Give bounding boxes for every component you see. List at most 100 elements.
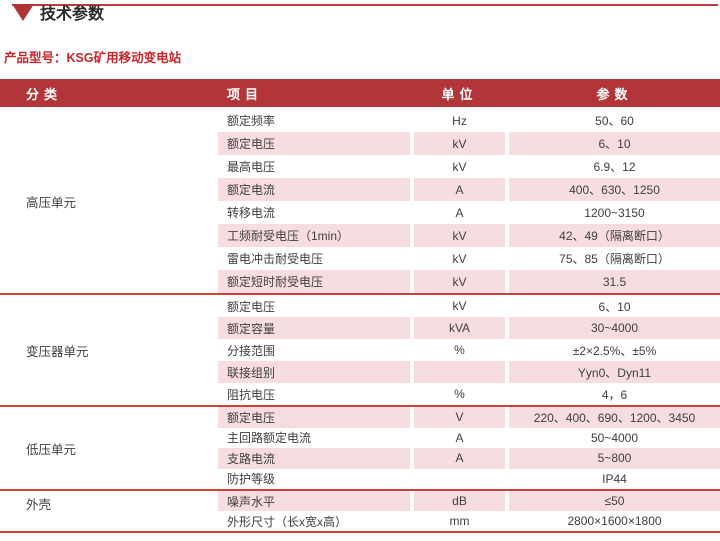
table-row: 额定容量 kVA 30~4000 <box>0 317 720 339</box>
cell-param: 50、60 <box>595 114 634 128</box>
section-category-label: 外壳 <box>0 491 218 531</box>
cell-param: ≤50 <box>509 491 720 511</box>
cell-item: 防护等级 <box>227 472 276 487</box>
cell-param: 1200~3150 <box>584 205 645 220</box>
cell-param: 31.5 <box>509 270 720 293</box>
cell-unit: % <box>454 387 465 401</box>
cell-unit: A <box>455 430 464 445</box>
table-section: 高压单元 额定频率 Hz 50、60 额定电压 kV 6、10 最高电压 kV 6.9、12 额定电… <box>0 109 720 293</box>
section-separator <box>0 405 720 407</box>
cell-item: 雷电冲击耐受电压 <box>227 252 324 266</box>
cell-item: 额定频率 <box>227 114 276 128</box>
column-header-param: 参数 <box>596 86 633 102</box>
cell-unit: kV <box>414 270 505 293</box>
cell-item: 最高电压 <box>227 160 276 174</box>
table-body: 高压单元 额定频率 Hz 50、60 额定电压 kV 6、10 最高电压 kV 6.9、12 额定电… <box>0 109 720 533</box>
cell-param: Yyn0、Dyn11 <box>509 361 720 383</box>
cell-param: 50~4000 <box>590 430 639 445</box>
cell-item: 联接组别 <box>218 361 410 383</box>
section-category-label: 低压单元 <box>0 407 218 489</box>
cell-unit: A <box>414 178 505 201</box>
table-row: 额定电流 A 400、630、1250 <box>0 178 720 201</box>
cell-param: 2800×1600×1800 <box>567 514 662 528</box>
cell-param: 42、49（隔离断口） <box>509 224 720 247</box>
cell-item: 额定电压 <box>218 407 410 428</box>
cell-param: IP44 <box>602 471 627 486</box>
cell-unit: kV <box>414 224 505 247</box>
cell-unit: kV <box>414 132 505 155</box>
table-row: 额定频率 Hz 50、60 <box>0 109 720 132</box>
cell-unit: dB <box>414 491 505 511</box>
cell-item: 分接范围 <box>227 343 276 358</box>
cell-item: 阻抗电压 <box>227 387 276 402</box>
table-row: 联接组别 Yyn0、Dyn11 <box>0 361 720 383</box>
cell-item: 主回路额定电流 <box>227 431 312 446</box>
cell-param: 6.9、12 <box>593 160 636 174</box>
table-row: 阻抗电压% 4，6 <box>0 383 720 405</box>
cell-item: 外形尺寸（长x宽x高） <box>227 514 348 529</box>
cell-item: 额定电压 <box>218 132 410 155</box>
column-header-item: 项目 <box>227 86 264 102</box>
cell-param: 6、10 <box>598 299 631 314</box>
cell-item: 额定电压 <box>227 299 276 314</box>
table-row: 噪声水平 dB ≤50 <box>0 491 720 511</box>
table-row: 工频耐受电压（1min） kV 42、49（隔离断口） <box>0 224 720 247</box>
table-row: 分接范围% ±2×2.5%、±5% <box>0 339 720 361</box>
table-row: 主回路额定电流 A 50~4000 <box>0 428 720 449</box>
table-section: 变压器单元 额定电压 kV 6、10 额定容量 kVA 30~4000 分接范围% ±2×2.5… <box>0 295 720 405</box>
section-separator <box>0 489 720 491</box>
cell-unit <box>414 361 505 383</box>
table-header-row: 分类 项目 单位 参数 <box>0 79 720 107</box>
triangle-marker-icon <box>12 4 34 21</box>
cell-param: 4，6 <box>601 387 628 402</box>
section-category-label: 高压单元 <box>0 109 218 293</box>
cell-unit: A <box>455 205 464 220</box>
table-row: 支路电流 A 5~800 <box>0 448 720 469</box>
cell-param: ±2×2.5%、±5% <box>572 343 657 358</box>
table-row: 外形尺寸（长x宽x高） mm 2800×1600×1800 <box>0 511 720 531</box>
table-section: 低压单元 额定电压 V 220、400、690、1200、3450 主回路额定电流 A 50… <box>0 407 720 489</box>
cell-param: 400、630、1250 <box>509 178 720 201</box>
cell-unit <box>414 469 505 490</box>
table-row: 最高电压 kV 6.9、12 <box>0 155 720 178</box>
cell-item: 工频耐受电压（1min） <box>218 224 410 247</box>
spec-table: 分类 项目 单位 参数 高压单元 额定频率 Hz 50、60 额定电压 kV 6、10 最高电… <box>0 79 720 533</box>
title-rule <box>12 4 718 6</box>
cell-unit: kV <box>452 159 467 174</box>
cell-item: 转移电流 <box>227 206 276 220</box>
cell-param: 5~800 <box>509 448 720 469</box>
cell-unit: % <box>454 343 465 357</box>
table-row: 雷电冲击耐受电压 kV 75、85（隔离断口） <box>0 247 720 270</box>
cell-unit: mm <box>449 514 470 528</box>
product-model: 产品型号：KSG矿用移动变电站 <box>4 51 182 65</box>
table-row: 额定电压 kV 6、10 <box>0 295 720 317</box>
section-category-label: 变压器单元 <box>0 295 218 405</box>
section-separator <box>0 531 720 533</box>
column-header-category: 分类 <box>26 86 63 102</box>
cell-unit: A <box>414 448 505 469</box>
column-header-unit: 单位 <box>441 86 478 102</box>
cell-unit: Hz <box>452 113 467 128</box>
table-row: 防护等级 IP44 <box>0 469 720 490</box>
table-row: 额定短时耐受电压 kV 31.5 <box>0 270 720 293</box>
table-row: 转移电流 A 1200~3150 <box>0 201 720 224</box>
cell-param: 75、85（隔离断口） <box>559 252 670 266</box>
cell-item: 额定短时耐受电压 <box>218 270 410 293</box>
cell-unit: V <box>414 407 505 428</box>
cell-unit: kV <box>452 299 467 313</box>
cell-unit: kVA <box>414 317 505 339</box>
cell-item: 额定电流 <box>218 178 410 201</box>
cell-item: 噪声水平 <box>218 491 410 511</box>
cell-param: 220、400、690、1200、3450 <box>509 407 720 428</box>
table-row: 额定电压 kV 6、10 <box>0 132 720 155</box>
cell-param: 30~4000 <box>509 317 720 339</box>
cell-param: 6、10 <box>509 132 720 155</box>
table-section: 外壳 噪声水平 dB ≤50 外形尺寸（长x宽x高） mm 2800×1600×1800 <box>0 491 720 531</box>
cell-item: 额定容量 <box>218 317 410 339</box>
table-row: 额定电压 V 220、400、690、1200、3450 <box>0 407 720 428</box>
page-header: 技术参数 产品型号：KSG矿用移动变电站 <box>0 0 720 79</box>
cell-unit: kV <box>452 251 467 266</box>
cell-item: 支路电流 <box>218 448 410 469</box>
page-title: 技术参数 <box>40 6 105 23</box>
